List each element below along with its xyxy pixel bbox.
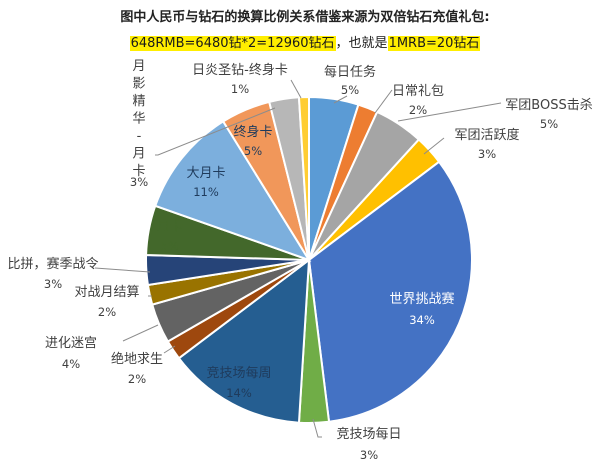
slice-percent-6: 3% (360, 448, 378, 462)
leader-line-4 (423, 137, 445, 155)
slice-percent-4: 3% (478, 147, 496, 161)
slice-percent-15: 3% (130, 175, 148, 189)
slice-percent-12: 5% (161, 239, 179, 253)
leader-line-6 (312, 418, 322, 438)
formula-highlight: 648RMB=6480钻*2=12960钻石 (129, 36, 336, 51)
pie-slice-13 (153, 120, 312, 262)
pie-slice-5 (307, 160, 473, 423)
slice-label-8: 绝地求生 (111, 351, 163, 367)
leader-line-1 (333, 95, 348, 104)
slice-percent-5: 34% (409, 313, 435, 327)
leader-line-9 (122, 324, 159, 342)
slice-percent-10: 2% (98, 305, 116, 319)
leader-line-8 (163, 345, 176, 354)
slice-label-11: 比拼，赛季战令 (7, 256, 98, 272)
leader-line-15 (155, 107, 276, 156)
pie-slice-16 (297, 95, 310, 261)
leader-line-11 (94, 267, 151, 273)
leader-lines (94, 79, 502, 438)
slice-percent-2: 2% (409, 103, 427, 117)
slice-label-10: 对战月结算 (74, 285, 139, 300)
slice-label-5: 世界挑战赛 (389, 291, 454, 307)
leader-line-2 (374, 89, 393, 114)
conversion-rate-note: 648RMB=6480钻*2=12960钻石，也就是1MRB=20钻石 (0, 32, 610, 51)
slice-percent-1: 5% (341, 83, 359, 97)
slice-labels: 每日任务 5% 日常礼包 2% 军团BOSS击杀 5% 军团活跃度 3% 世界挑战赛 34% 竞技场… (7, 59, 592, 462)
slice-label-6: 竞技场每日 (336, 426, 401, 442)
slice-label-12: 月卡 (157, 219, 183, 234)
slice-percent-8: 2% (128, 372, 146, 386)
slice-label-9: 进化迷宫 (45, 336, 97, 351)
slice-label-13: 大月卡 (186, 166, 225, 181)
slice-label-3: 军团BOSS击杀 (505, 98, 592, 113)
slice-label-15: 月影精华-月卡 (132, 59, 145, 179)
slice-percent-16: 1% (231, 82, 249, 96)
slice-percent-13: 11% (193, 185, 219, 199)
pie-slice-7 (177, 257, 311, 424)
slice-percent-9: 4% (62, 357, 80, 371)
conversion-rate-highlight: 1MRB=20钻石 (387, 36, 481, 51)
leader-line-3 (397, 102, 502, 122)
slice-label-2: 日常礼包 (392, 83, 444, 99)
slice-percent-3: 5% (540, 117, 558, 131)
slice-percent-11: 3% (44, 277, 62, 291)
slice-percent-14: 5% (244, 144, 262, 158)
slice-label-4: 军团活跃度 (454, 127, 519, 143)
formula-connector: ，也就是 (335, 36, 388, 51)
page-title: 图中人民币与钻石的换算比例关系借鉴来源为双倍钻石充值礼包: (120, 10, 490, 25)
leader-line-16 (290, 79, 302, 99)
slice-percent-7: 14% (226, 386, 252, 400)
pie-slices (145, 95, 473, 424)
slice-label-16: 日炎圣钻-终身卡 (192, 62, 288, 78)
slice-label-14: 终身卡 (233, 124, 272, 140)
slice-label-7: 竞技场每周 (206, 365, 271, 381)
slice-label-1: 每日任务 (324, 64, 376, 80)
